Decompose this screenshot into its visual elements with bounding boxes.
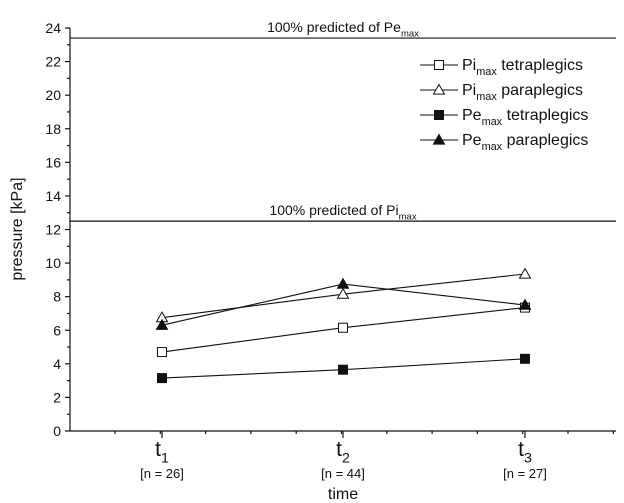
reference-lines: 100% predicted of Pemax 100% predicted of…	[70, 19, 616, 222]
x-ticks: t1[n = 26] t2[n = 44] t3[n = 27]	[114, 431, 614, 481]
reference-line-label: 100% predicted of Pimax	[269, 202, 416, 222]
data-point	[336, 277, 350, 289]
y-tick-label: 16	[45, 154, 61, 170]
data-point	[338, 364, 348, 375]
data-point	[155, 318, 169, 330]
x-tick-n-label: [n = 26]	[140, 466, 184, 481]
y-tick-label: 18	[45, 121, 61, 137]
series	[155, 267, 532, 384]
y-tick-label: 20	[45, 87, 61, 103]
reference-line-label: 100% predicted of Pemax	[267, 19, 419, 39]
y-tick-label: 12	[45, 222, 61, 238]
legend-label: Pimax paraplegics	[462, 82, 583, 103]
data-point	[518, 298, 532, 310]
legend-marker	[432, 133, 446, 145]
legend-marker	[434, 60, 444, 70]
x-tick-label: t2	[336, 438, 350, 466]
x-tick-label: t1	[155, 438, 169, 466]
data-point	[157, 373, 167, 384]
data-point	[520, 353, 530, 364]
y-tick-label: 22	[45, 54, 61, 70]
data-point	[336, 287, 350, 299]
x-tick-label: t3	[518, 438, 532, 466]
y-tick-label: 10	[45, 255, 61, 271]
y-tick-label: 14	[45, 188, 61, 204]
legend: Pimax tetraplegics Pimax paraplegics Pemax…	[420, 57, 588, 153]
x-tick-n-label: [n = 27]	[503, 466, 547, 481]
legend-label: Pimax tetraplegics	[462, 57, 583, 78]
data-point	[518, 267, 532, 279]
y-tick-label: 4	[53, 356, 61, 372]
y-tick-label: 0	[53, 423, 61, 439]
y-tick-label: 2	[53, 389, 61, 405]
legend-marker	[432, 83, 446, 95]
y-tick-label: 6	[53, 322, 61, 338]
y-tick-label: 24	[45, 20, 61, 36]
data-point	[338, 322, 348, 333]
legend-marker	[434, 110, 444, 120]
data-point	[157, 347, 167, 358]
y-axis-label: pressure [kPa]	[9, 177, 26, 280]
legend-label: Pemax paraplegics	[462, 132, 588, 153]
y-tick-label: 8	[53, 289, 61, 305]
legend-label: Pemax tetraplegics	[462, 107, 588, 128]
x-tick-n-label: [n = 44]	[321, 466, 365, 481]
x-axis-label: time	[328, 486, 358, 503]
